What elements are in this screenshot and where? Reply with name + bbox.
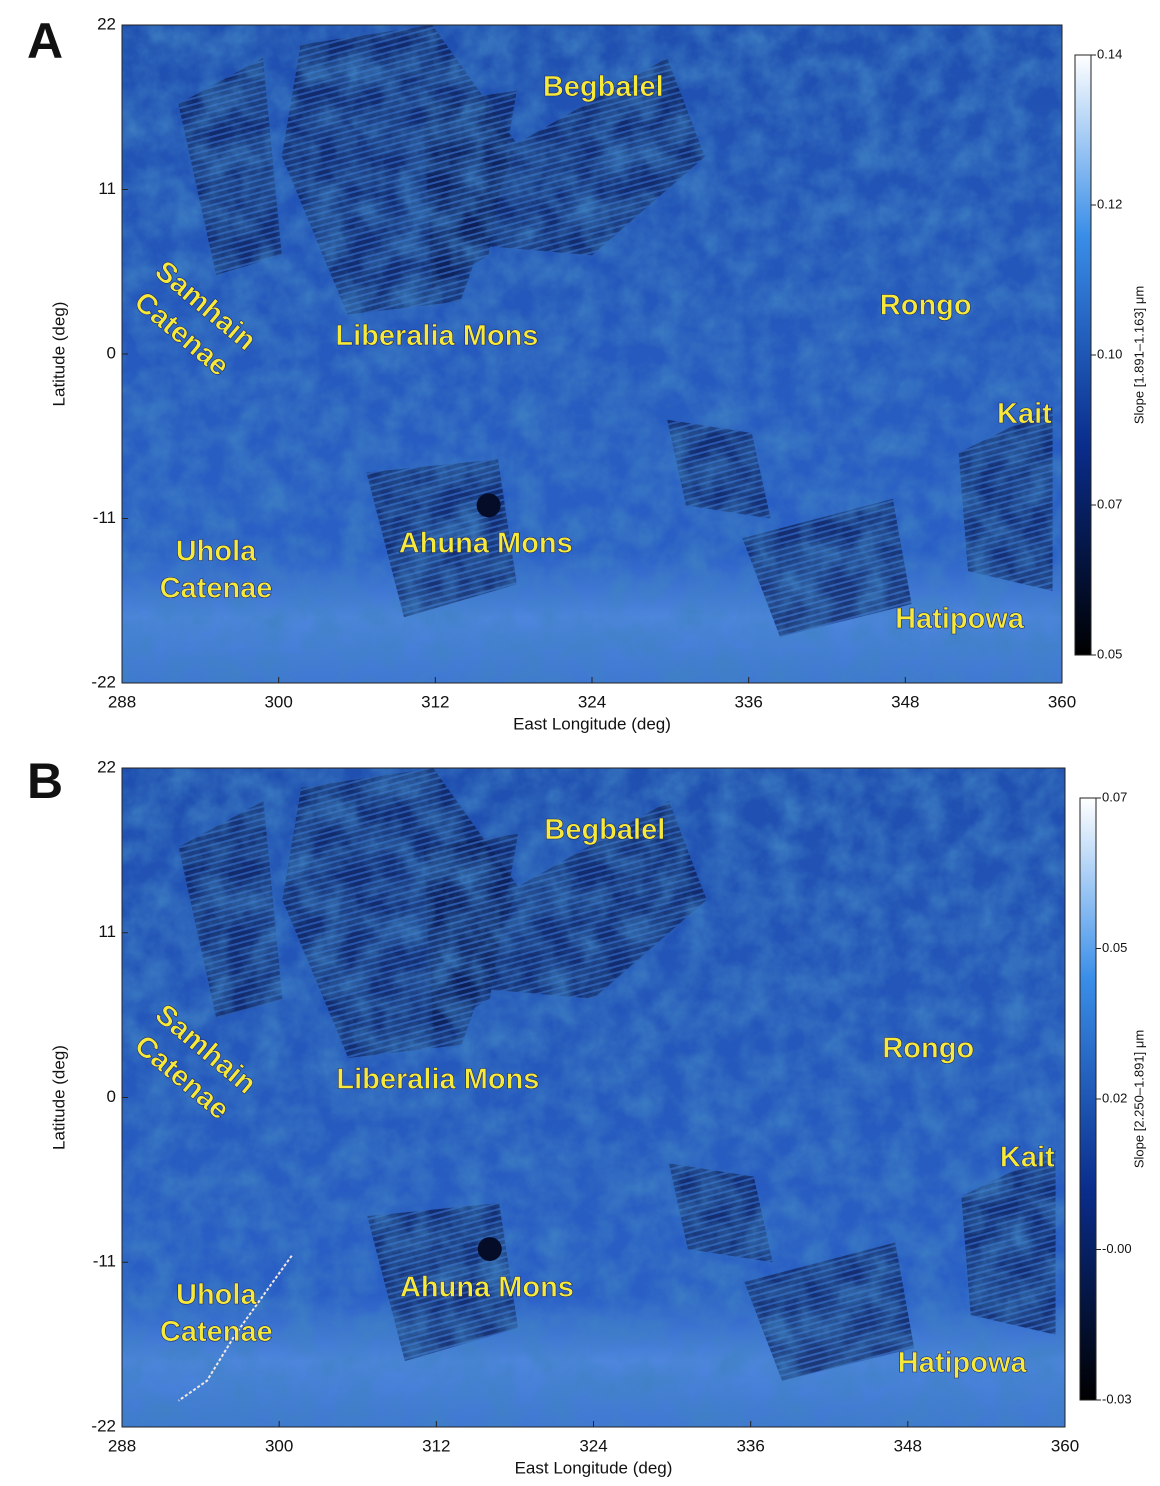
feature-label: Hatipowa: [898, 1347, 1028, 1379]
y-tick-label: 11: [98, 922, 116, 941]
y-tick-label: 11: [98, 179, 116, 198]
colorbar-tick-label: 0.07: [1102, 789, 1127, 804]
colorbar-label: Slope [2.250–1.891] μm: [1131, 1030, 1146, 1168]
y-axis-label: Latitude (deg): [49, 302, 68, 407]
colorbar-tick-label: 0.14: [1097, 46, 1122, 61]
feature-name: Begbalel: [543, 71, 664, 103]
colorbar: [1075, 55, 1091, 655]
feature-label: Liberalia Mons: [335, 320, 538, 352]
feature-label: Kait: [997, 398, 1052, 430]
panel-letter: B: [27, 753, 63, 809]
feature-name: Rongo: [882, 1033, 974, 1065]
figure: BegbalelSamhainCatenaeLiberalia MonsRong…: [0, 0, 1160, 1486]
feature-name: Liberalia Mons: [336, 1064, 539, 1096]
colorbar-tick-label: 0.12: [1097, 196, 1122, 211]
x-tick-label: 324: [578, 692, 606, 711]
x-tick-label: 312: [422, 1436, 450, 1455]
feature-label: Begbalel: [544, 814, 665, 846]
feature-name: Hatipowa: [898, 1347, 1028, 1379]
feature-label: Kait: [1000, 1141, 1055, 1173]
colorbar-tick-label: -0.00: [1102, 1241, 1132, 1256]
feature-name: Begbalel: [544, 814, 665, 846]
colorbar-tick-label: 0.02: [1102, 1090, 1127, 1105]
feature-label: Begbalel: [543, 71, 664, 103]
x-tick-label: 336: [736, 1436, 764, 1455]
y-tick-label: 22: [97, 14, 116, 33]
feature-name: Ahuna Mons: [399, 527, 573, 559]
colorbar-tick-label: 0.10: [1097, 346, 1122, 361]
crater: [478, 1237, 502, 1261]
y-tick-label: -11: [93, 508, 116, 527]
y-tick-label: 22: [97, 757, 116, 776]
feature-name: Kait: [997, 398, 1052, 430]
feature-name: Rongo: [880, 289, 972, 321]
feature-label: Rongo: [880, 289, 972, 321]
feature-name: Uhola: [176, 1279, 257, 1311]
x-tick-label: 360: [1051, 1436, 1079, 1455]
feature-name: Kait: [1000, 1141, 1055, 1173]
colorbar-tick-label: -0.03: [1102, 1391, 1132, 1406]
x-tick-label: 360: [1048, 692, 1076, 711]
x-tick-label: 336: [734, 692, 762, 711]
feature-name: Catenae: [160, 572, 273, 604]
feature-label: Hatipowa: [895, 603, 1025, 635]
x-tick-label: 324: [579, 1436, 607, 1455]
y-tick-label: -22: [91, 672, 116, 691]
feature-name: Catenae: [160, 1316, 273, 1348]
y-tick-label: 0: [107, 1087, 116, 1106]
feature-label: Ahuna Mons: [399, 527, 573, 559]
x-tick-label: 288: [108, 692, 136, 711]
feature-label: Ahuna Mons: [400, 1271, 574, 1303]
y-tick-label: -11: [93, 1252, 116, 1271]
colorbar-label: Slope [1.891–1.163] μm: [1131, 286, 1146, 424]
feature-name: Ahuna Mons: [400, 1271, 574, 1303]
y-tick-label: -22: [91, 1416, 116, 1435]
y-tick-label: 0: [107, 343, 116, 362]
panel-letter: A: [27, 13, 63, 69]
colorbar-tick-label: 0.05: [1102, 940, 1127, 955]
x-tick-label: 348: [891, 692, 919, 711]
feature-label: Liberalia Mons: [336, 1064, 539, 1096]
feature-label: Rongo: [882, 1033, 974, 1065]
x-tick-label: 288: [108, 1436, 136, 1455]
x-tick-label: 348: [894, 1436, 922, 1455]
feature-name: Hatipowa: [895, 603, 1025, 635]
x-tick-label: 312: [421, 692, 449, 711]
crater: [477, 493, 501, 517]
colorbar: [1080, 798, 1096, 1400]
x-axis-label: East Longitude (deg): [513, 714, 671, 733]
y-axis-label: Latitude (deg): [49, 1045, 68, 1150]
colorbar-tick-label: 0.05: [1097, 646, 1122, 661]
colorbar-tick-label: 0.07: [1097, 496, 1122, 511]
x-tick-label: 300: [264, 692, 292, 711]
feature-name: Uhola: [176, 535, 257, 567]
x-axis-label: East Longitude (deg): [515, 1458, 673, 1477]
feature-name: Liberalia Mons: [335, 320, 538, 352]
x-tick-label: 300: [265, 1436, 293, 1455]
